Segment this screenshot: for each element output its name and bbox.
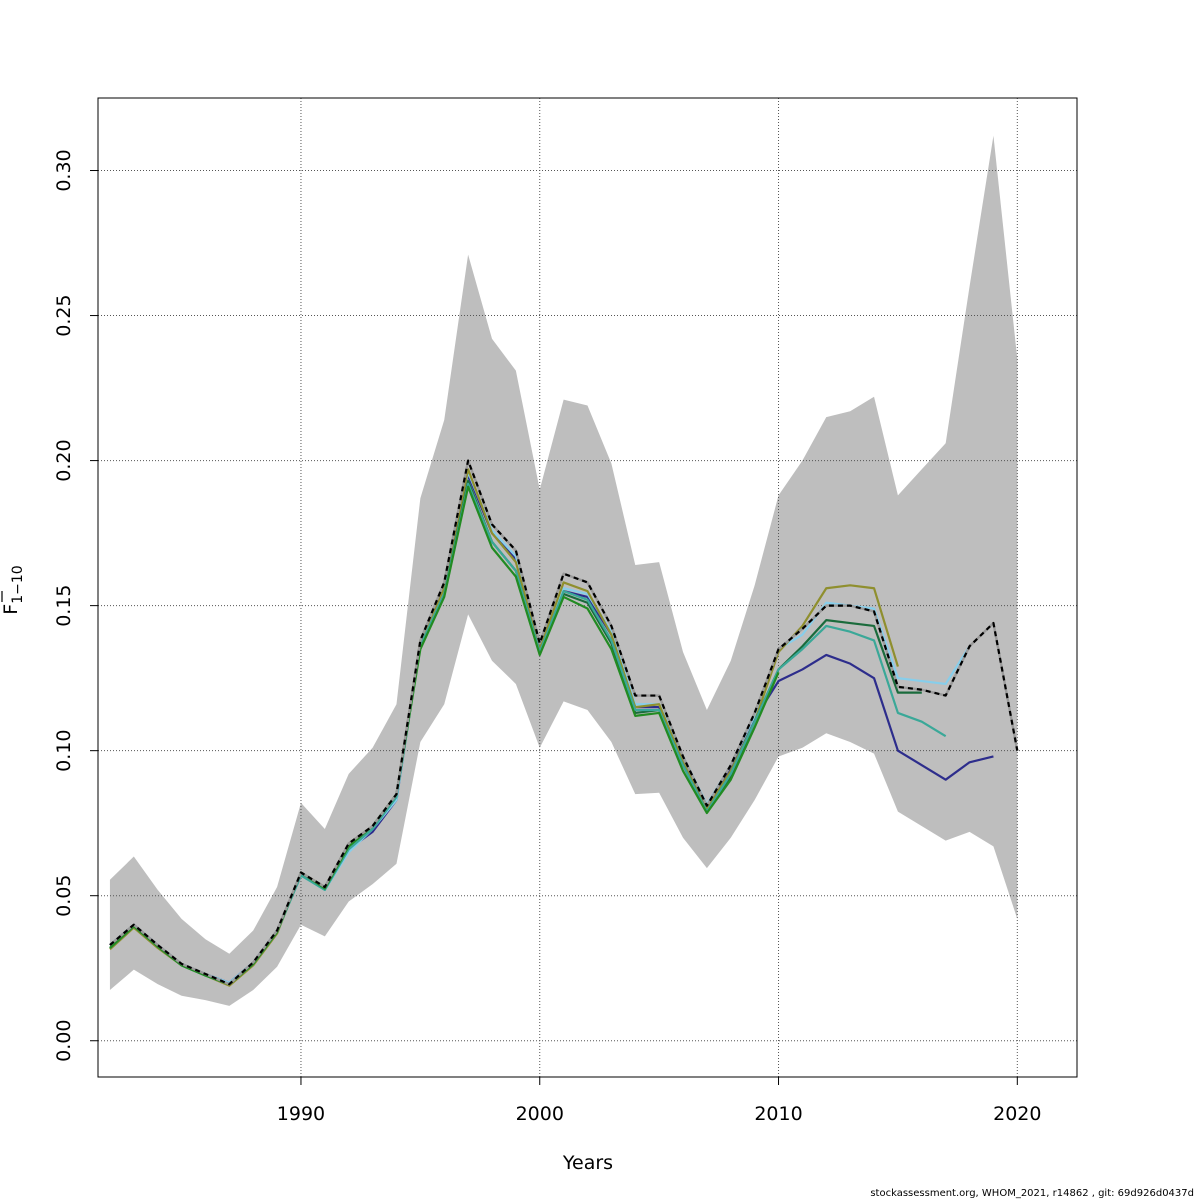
x-tick-label: 2020 bbox=[993, 1103, 1041, 1125]
confidence-band-area bbox=[109, 135, 1018, 1006]
x-tick-label: 2010 bbox=[754, 1103, 802, 1125]
x-axis-label: Years bbox=[562, 1152, 613, 1174]
y-tick-label: 0.25 bbox=[53, 294, 75, 336]
y-tick-label: 0.05 bbox=[53, 875, 75, 917]
series-line-3 bbox=[109, 468, 899, 987]
footer-credit: stockassessment.org, WHOM_2021, r14862 ,… bbox=[870, 1188, 1194, 1199]
svg-text:F1−10: F1−10 bbox=[0, 565, 26, 614]
series-line-7 bbox=[109, 459, 1019, 986]
y-axis: 0.00 0.05 0.10 0.15 0.20 0.25 0.30 bbox=[53, 149, 98, 1062]
gridlines bbox=[98, 98, 1077, 1077]
y-axis-label-sub: 1−10 bbox=[10, 565, 26, 603]
y-tick-label: 0.20 bbox=[53, 439, 75, 481]
x-tick-label: 1990 bbox=[277, 1103, 325, 1125]
series-lines bbox=[109, 459, 1019, 987]
confidence-band bbox=[109, 135, 1018, 1006]
x-tick-label: 2000 bbox=[516, 1103, 564, 1125]
y-tick-label: 0.00 bbox=[53, 1020, 75, 1062]
y-axis-label-main: F bbox=[0, 604, 22, 615]
y-tick-label: 0.10 bbox=[53, 730, 75, 772]
y-axis-label: F1−10 bbox=[0, 565, 26, 614]
y-tick-label: 0.15 bbox=[53, 584, 75, 626]
x-axis: 1990 2000 2010 2020 bbox=[277, 1077, 1041, 1125]
plot-frame bbox=[97, 97, 1078, 1078]
y-tick-label: 0.30 bbox=[53, 149, 75, 191]
